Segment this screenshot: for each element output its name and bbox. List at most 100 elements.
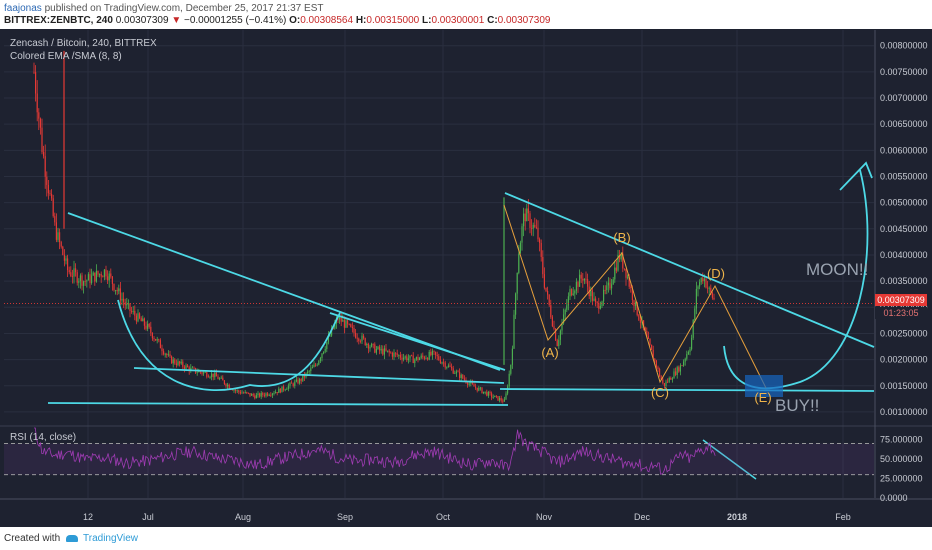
candle-body [326, 342, 328, 350]
candle-body [526, 208, 528, 222]
candle-body [414, 359, 416, 364]
candle-body [302, 375, 304, 381]
price-tick-label: 0.00150000 [880, 381, 928, 391]
candle-body [367, 343, 369, 349]
candle-body [713, 297, 715, 300]
candle-body [662, 379, 664, 384]
author-link[interactable]: faajonas [4, 3, 42, 14]
price-tick-label: 0.00100000 [880, 407, 928, 417]
candle-body [260, 392, 262, 397]
candle-body [161, 348, 163, 352]
price-tick-label: 0.00700000 [880, 93, 928, 103]
candle-body [73, 268, 75, 277]
candle-body [180, 361, 182, 364]
candle-body [670, 378, 672, 380]
candle-body [630, 286, 632, 288]
candle-body [201, 372, 203, 374]
candle-body [292, 383, 294, 386]
candle-body [166, 353, 168, 356]
wave-label-C: (C) [651, 385, 669, 400]
time-tick-label: 2018 [727, 512, 747, 522]
candle-body [556, 340, 558, 347]
rsi-tick-label: 0.0000 [880, 493, 908, 503]
candle-body [547, 290, 549, 295]
candle-body [145, 325, 147, 329]
candle-body [606, 285, 608, 291]
candle-body [177, 361, 179, 366]
candle-body [652, 349, 654, 359]
candle-body [81, 275, 83, 286]
candle-body [236, 390, 238, 392]
wave-label-B: (B) [613, 230, 630, 245]
candle-body [651, 344, 653, 350]
candle-body [283, 386, 285, 390]
candle-body [463, 378, 465, 380]
candle-body [491, 393, 493, 398]
candle-body [140, 318, 142, 322]
candle-body [321, 353, 323, 359]
candle-body [433, 350, 435, 352]
candle-body [39, 118, 41, 128]
candle-body [198, 370, 200, 373]
candle-body [153, 338, 155, 340]
candle-body [492, 397, 494, 398]
candle-body [572, 293, 574, 296]
candle-body [374, 344, 376, 353]
candle-body [174, 359, 176, 364]
candle-body [593, 298, 595, 301]
candle-body [60, 242, 62, 247]
candle-body [123, 298, 125, 303]
candle-body [169, 354, 171, 357]
candle-body [38, 112, 40, 119]
candle-body [603, 289, 605, 302]
candle-body [446, 366, 448, 368]
candle-body [471, 382, 473, 385]
candle-body [398, 355, 400, 356]
rsi-trend-line [702, 439, 757, 480]
candle-body [611, 284, 613, 289]
candle-body [227, 384, 229, 387]
candle-body [564, 309, 566, 315]
candle-body [452, 368, 454, 374]
candle-body [401, 357, 403, 360]
candle-body [580, 274, 582, 279]
candle-body [534, 224, 536, 227]
candle-body [657, 367, 659, 369]
candle-body [100, 273, 102, 277]
indicator-label: Colored EMA /SMA (8, 8) [10, 51, 122, 62]
candle-body [79, 275, 81, 282]
candle-body [377, 346, 379, 350]
candle-body [406, 356, 408, 361]
candle-body [241, 392, 243, 394]
candle-body [97, 270, 99, 275]
candle-body [247, 392, 249, 394]
candle-body [297, 379, 299, 384]
candle-body [342, 320, 344, 322]
candle-body [134, 310, 136, 316]
candle-body [527, 208, 529, 214]
tradingview-logo[interactable]: TradingView [66, 533, 138, 544]
price-tick-label: 0.00250000 [880, 328, 928, 338]
candle-body [555, 328, 557, 341]
open-value: 0.00308564 [300, 15, 354, 26]
candle-body [369, 346, 371, 349]
pane-title: Zencash / Bitcoin, 240, BITTREX [10, 38, 157, 49]
candle-body [459, 371, 461, 379]
candle-body [609, 282, 611, 289]
wave-label-E: (E) [754, 390, 771, 405]
candle-body [513, 314, 515, 349]
candle-body [660, 376, 662, 380]
candle-body [36, 93, 38, 113]
candle-body [220, 377, 222, 379]
chart-area[interactable] [0, 29, 932, 527]
candle-body [287, 385, 289, 389]
candle-body [300, 379, 302, 381]
candle-body [668, 378, 670, 382]
candle-body [428, 351, 430, 360]
rsi-tick-label: 50.000000 [880, 454, 923, 464]
candle-body [646, 330, 648, 337]
candle-body [167, 354, 169, 356]
price-tick-label: 0.00800000 [880, 41, 928, 51]
candle-body [219, 378, 221, 380]
